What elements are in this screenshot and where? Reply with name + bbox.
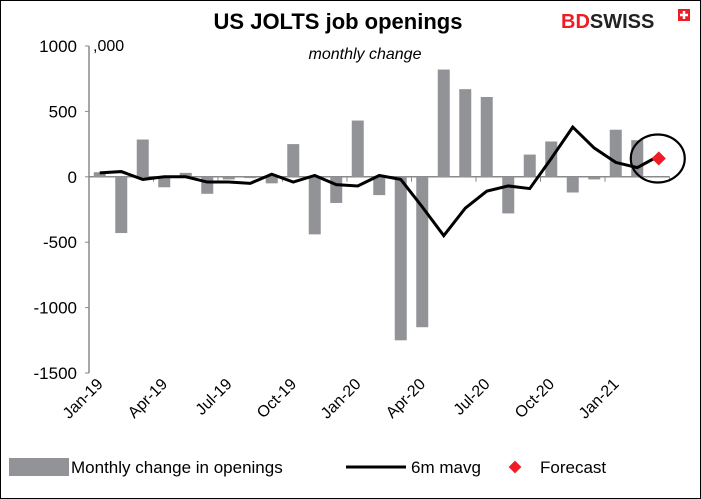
bar-May-20 (437, 69, 450, 177)
bar-Sep-19 (265, 176, 278, 184)
x-tick-label: Jan-20 (318, 376, 365, 423)
bar-Nov-20 (566, 176, 579, 193)
bar-Apr-19 (158, 176, 171, 188)
chart-subtitle: monthly change (309, 46, 422, 63)
y-tick-label: 1000 (39, 37, 77, 56)
forecast-highlight-circle (629, 133, 686, 184)
y-tick-label: 500 (49, 102, 77, 121)
bar-Sep-20 (523, 154, 536, 177)
x-tick-label: Jan-21 (576, 376, 623, 423)
bar-Oct-19 (287, 144, 300, 177)
bar-Dec-19 (330, 176, 343, 203)
bar-Aug-20 (502, 176, 515, 214)
bar-Dec-20 (588, 176, 601, 180)
bar-Jun-20 (459, 89, 472, 177)
x-tick-label: Jul-20 (451, 376, 494, 419)
x-tick-label: Oct-19 (254, 376, 300, 422)
y-tick-label: -500 (43, 233, 77, 252)
brand-logo: BDSWISS (561, 9, 690, 33)
mavg-line (99, 124, 660, 239)
bar-Feb-20 (373, 176, 386, 196)
y-tick-label: -1500 (34, 364, 77, 383)
x-tick-label: Oct-20 (512, 376, 558, 422)
x-tick-label: Apr-19 (125, 376, 171, 422)
brand-logo-text: BDSWISS (561, 11, 654, 33)
bar-Jun-19 (201, 176, 214, 194)
bar-Jul-20 (480, 97, 493, 177)
bar-Jul-19 (222, 176, 235, 180)
cross-glyph-icon (680, 11, 688, 19)
bar-Aug-19 (244, 176, 257, 179)
bar-Jan-21 (609, 129, 622, 177)
forecast-point (651, 151, 666, 166)
bar-May-19 (179, 172, 192, 177)
legend-label-line: 6m mavg (411, 458, 481, 477)
bar-Apr-20 (416, 176, 429, 328)
bar-Jan-20 (351, 120, 364, 177)
y-tick-label: 0 (68, 168, 77, 187)
bar-Mar-19 (136, 139, 149, 177)
bar-Feb-21 (631, 140, 644, 177)
unit-label: ,000 (93, 38, 124, 55)
legend-swatch-forecast (508, 460, 522, 474)
y-tick-label: -1000 (34, 299, 77, 318)
bar-Jan-19 (93, 172, 106, 177)
legend-swatch-bars (9, 458, 69, 476)
x-tick-label: Apr-20 (383, 376, 429, 422)
x-tick-label: Jul-19 (193, 376, 236, 419)
legend: Monthly change in openings 6m mavg Forec… (9, 458, 606, 477)
legend-label-forecast: Forecast (540, 458, 606, 477)
chart-title: US JOLTS job openings (214, 9, 463, 34)
legend-label-bars: Monthly change in openings (71, 458, 283, 477)
bar-Feb-19 (115, 176, 128, 234)
bar-Mar-20 (394, 176, 407, 341)
bar-Nov-19 (308, 176, 321, 235)
